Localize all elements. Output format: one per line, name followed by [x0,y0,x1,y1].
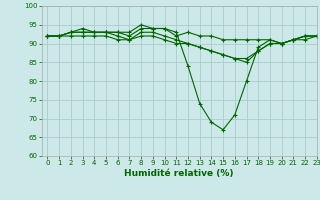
X-axis label: Humidité relative (%): Humidité relative (%) [124,169,234,178]
